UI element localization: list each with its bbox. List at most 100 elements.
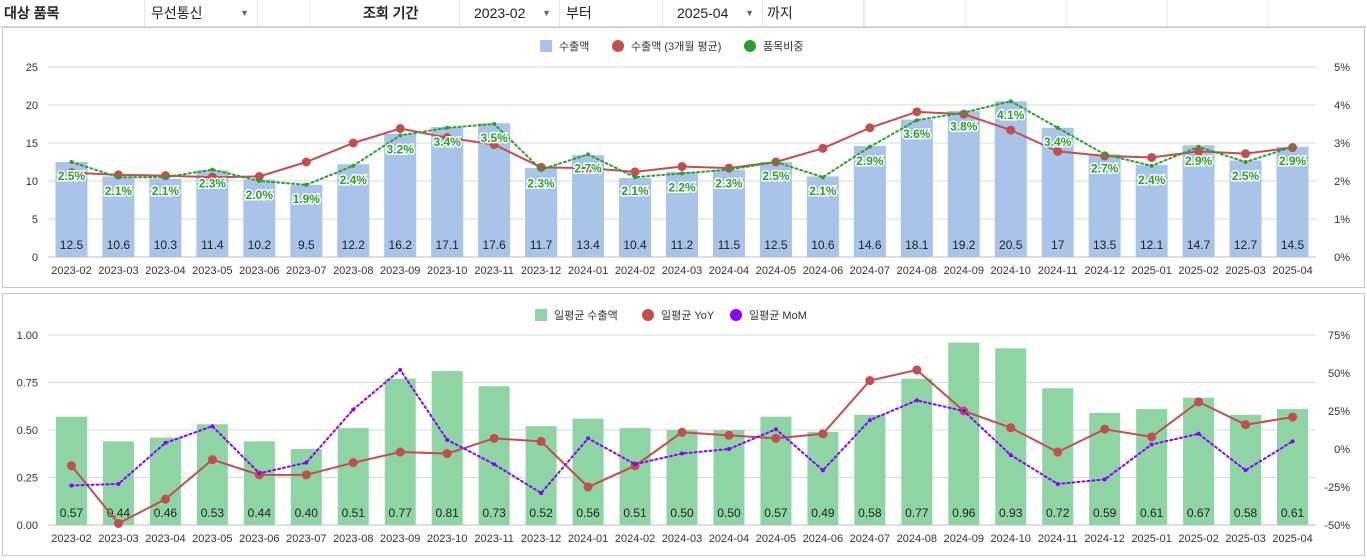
- x-tick-label: 2023-08: [333, 533, 373, 545]
- bar: [619, 177, 652, 257]
- line-point: [583, 482, 593, 492]
- line-point: [1008, 453, 1013, 458]
- legend-swatch: [535, 309, 547, 321]
- bar-value-label: 0.57: [764, 506, 788, 520]
- line-point: [1147, 432, 1157, 442]
- line-point: [348, 138, 358, 148]
- line-point: [445, 437, 450, 442]
- y2-tick-label: 2%: [1334, 176, 1350, 188]
- line-point: [1241, 420, 1251, 430]
- line-point: [207, 455, 217, 465]
- bar-value-label: 17.6: [482, 238, 506, 252]
- line-point: [69, 160, 74, 164]
- bar: [149, 178, 182, 257]
- bar-value-label: 12.7: [1234, 238, 1258, 252]
- line-point: [304, 182, 309, 187]
- bar: [431, 371, 463, 525]
- y-tick-label: 25: [26, 62, 38, 74]
- x-tick-label: 2023-05: [192, 533, 232, 545]
- x-tick-label: 2024-09: [944, 533, 984, 545]
- x-tick-label: 2024-09: [944, 265, 984, 277]
- x-tick-label: 2024-08: [897, 533, 937, 545]
- bar-value-label: 12.1: [1140, 238, 1164, 252]
- line-point: [442, 449, 452, 459]
- line-value-label: 2.7%: [574, 161, 602, 175]
- bar: [947, 111, 980, 257]
- x-tick-label: 2023-04: [145, 533, 185, 545]
- bar: [666, 171, 698, 257]
- bar-value-label: 18.1: [905, 238, 929, 252]
- line-value-label: 1.9%: [293, 192, 321, 206]
- line-point: [583, 163, 593, 173]
- line-point: [536, 162, 546, 172]
- line-point: [395, 447, 405, 457]
- bar: [431, 127, 464, 257]
- bar-value-label: 17.1: [436, 238, 460, 252]
- bar: [1182, 145, 1215, 257]
- bar: [994, 101, 1027, 257]
- y2-tick-label: 0%: [1334, 444, 1350, 456]
- bar: [337, 164, 370, 257]
- chevron-down-icon: ▼: [745, 8, 754, 18]
- target-item-dropdown[interactable]: 무선통신 ▼: [145, 0, 258, 26]
- x-tick-label: 2023-12: [521, 265, 561, 277]
- line-point: [1194, 146, 1204, 156]
- end-period-dropdown[interactable]: 2025-04 ▼: [663, 0, 763, 26]
- x-tick-label: 2024-03: [662, 265, 702, 277]
- x-tick-label: 2025-03: [1225, 265, 1265, 277]
- x-tick-label: 2024-03: [662, 533, 702, 545]
- export-amount-chart: 0 5 10 15 20 25 0% 1% 2% 3% 4% 5% 2023-02 2023-03 2023…: [26, 40, 1350, 277]
- bar: [995, 348, 1027, 525]
- y2-tick-label: 0%: [1334, 252, 1350, 264]
- line-value-label: 2.9%: [856, 154, 884, 168]
- bar: [102, 176, 135, 257]
- bar-value-label: 0.50: [717, 506, 741, 520]
- start-period-value: 2023-02: [474, 5, 526, 21]
- bar: [666, 430, 698, 525]
- y-tick-label: 1.00: [17, 330, 38, 342]
- line-point: [1053, 146, 1063, 156]
- bar-value-label: 0.53: [201, 506, 225, 520]
- bar-value-label: 0.49: [811, 506, 835, 520]
- line-value-label: 2.4%: [340, 173, 368, 187]
- line-point: [348, 458, 358, 468]
- y2-tick-label: 1%: [1334, 214, 1350, 226]
- bar: [712, 169, 745, 257]
- line-point: [914, 118, 919, 123]
- bar-value-label: 11.7: [530, 238, 553, 252]
- line-point: [113, 518, 123, 528]
- line-value-label: 2.4%: [1138, 173, 1166, 187]
- x-tick-label: 2023-10: [427, 265, 467, 277]
- line-point: [677, 427, 687, 437]
- start-period-dropdown[interactable]: 2023-02 ▼: [460, 0, 560, 26]
- legend-label: 일평균 MoM: [749, 308, 807, 322]
- x-tick-label: 2023-10: [427, 533, 467, 545]
- bar-value-label: 0.58: [1234, 506, 1258, 520]
- bar: [759, 162, 792, 257]
- bar-value-label: 0.77: [905, 506, 929, 520]
- line-point: [301, 157, 311, 167]
- bar-value-label: 0.59: [1093, 506, 1117, 520]
- bar-value-label: 20.5: [999, 238, 1023, 252]
- line-value-label: 2.1%: [105, 184, 133, 198]
- line-value-label: 4.1%: [997, 108, 1025, 122]
- y2-tick-label: -25%: [1324, 482, 1350, 494]
- line-point: [1194, 397, 1204, 407]
- x-tick-label: 2023-02: [51, 533, 91, 545]
- bar: [1042, 388, 1074, 525]
- line-point: [1196, 431, 1201, 436]
- filter-bar: 대상 품목 무선통신 ▼ 조회 기간 2023-02 ▼ 부터 2025-04 …: [0, 0, 1367, 27]
- line-point: [489, 433, 499, 443]
- bar: [948, 342, 980, 525]
- line-point: [1241, 149, 1251, 159]
- line-point: [116, 175, 121, 180]
- x-tick-label: 2025-04: [1272, 265, 1312, 277]
- bar-value-label: 0.61: [1140, 506, 1164, 520]
- line-point: [724, 430, 734, 440]
- line-value-label: 3.4%: [434, 135, 462, 149]
- bar-value-label: 0.50: [670, 506, 694, 520]
- line-point: [773, 427, 778, 432]
- bar-value-label: 12.5: [764, 238, 788, 252]
- bar: [1135, 165, 1168, 257]
- daily-export-chart-panel: 0.00 0.25 0.50 0.75 1.00 -50% -25% 0% 25% 50% 75% 2…: [2, 293, 1365, 556]
